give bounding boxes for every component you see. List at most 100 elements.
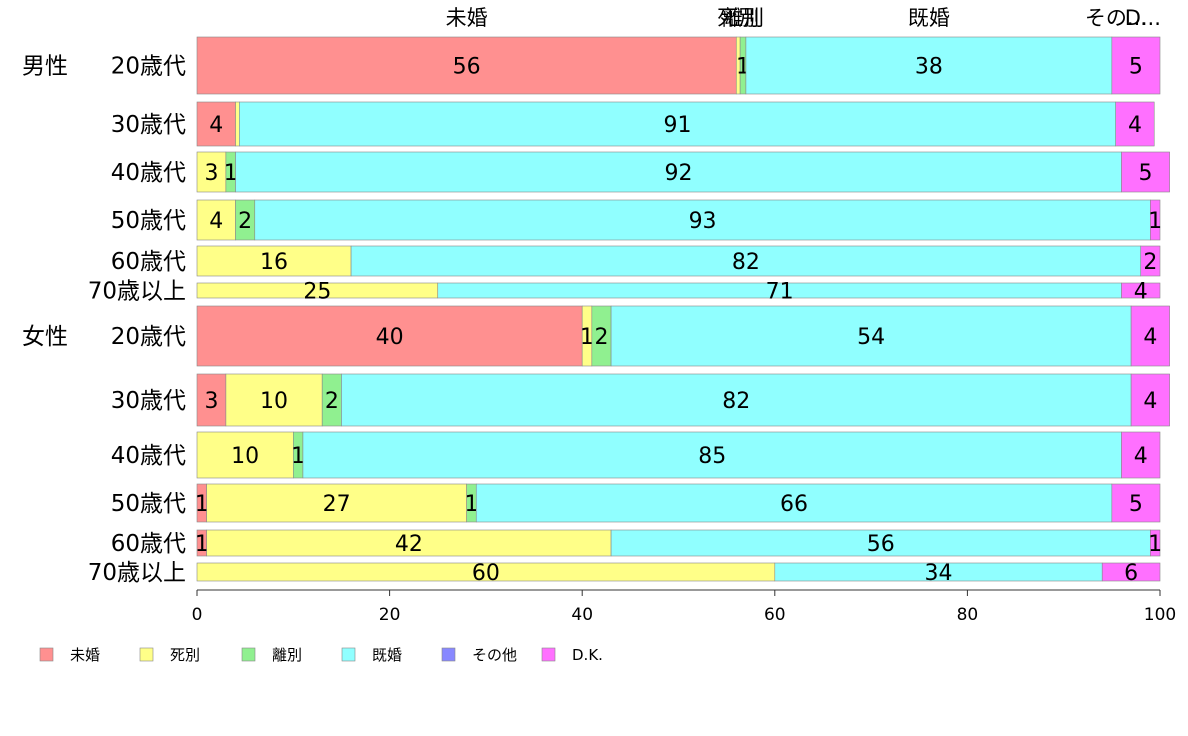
row-label-4: 60歳代 — [111, 249, 186, 275]
group-label-6: 女性 — [22, 324, 68, 350]
data-label-1-3: 91 — [664, 113, 692, 138]
data-label-0-3: 38 — [915, 55, 943, 80]
data-label-9-5: 5 — [1129, 492, 1143, 517]
legend-swatch-3 — [341, 647, 356, 662]
bar-segment-7-1 — [225, 373, 323, 427]
row-label-0: 20歳代 — [111, 54, 186, 80]
row-label-9: 50歳代 — [111, 491, 186, 517]
data-label-11-3: 34 — [925, 561, 953, 586]
data-label-6-5: 4 — [1143, 325, 1157, 350]
top-label-4: その... — [1085, 6, 1147, 30]
legend-label-4: その他 — [472, 646, 517, 664]
data-label-8-2: 1 — [291, 444, 305, 469]
legend-swatch-2 — [241, 647, 256, 662]
data-label-5-5: 4 — [1134, 280, 1148, 305]
data-label-10-0: 1 — [195, 532, 209, 557]
data-label-2-1: 3 — [204, 161, 218, 186]
row-label-7: 30歳代 — [111, 388, 186, 414]
row-label-11: 70歳以上 — [88, 560, 186, 586]
bar-segment-1-5 — [1115, 101, 1155, 147]
bar-segment-7-5 — [1130, 373, 1170, 427]
data-label-5-1: 25 — [303, 280, 331, 305]
bar-segment-3-5 — [1150, 199, 1161, 241]
bar-segment-11-5 — [1101, 562, 1161, 582]
bar-segment-3-3 — [254, 199, 1151, 241]
legend-swatch-0 — [39, 647, 54, 662]
x-tick-label-4: 80 — [957, 605, 979, 625]
legend-label-0: 未婚 — [70, 646, 100, 664]
bar-segment-2-1 — [196, 151, 227, 193]
x-tick-label-3: 60 — [764, 605, 786, 625]
data-label-5-3: 71 — [766, 280, 794, 305]
legend-swatch-1 — [139, 647, 154, 662]
row-label-5: 70歳以上 — [88, 279, 186, 305]
top-label-3: 既婚 — [908, 6, 950, 30]
data-label-1-5: 4 — [1128, 113, 1142, 138]
data-label-11-5: 6 — [1124, 561, 1138, 586]
data-label-3-2: 2 — [238, 209, 252, 234]
data-label-10-3: 56 — [867, 532, 895, 557]
bar-segment-9-3 — [475, 483, 1113, 523]
top-label-1: 死別 — [717, 6, 759, 30]
data-label-4-3: 82 — [732, 250, 760, 275]
bar-segment-4-5 — [1140, 245, 1161, 277]
bar-segment-9-5 — [1111, 483, 1161, 523]
data-label-3-3: 93 — [689, 209, 717, 234]
data-label-2-2: 1 — [224, 161, 238, 186]
data-label-10-5: 1 — [1148, 532, 1162, 557]
row-label-2: 40歳代 — [111, 160, 186, 186]
data-label-2-3: 92 — [665, 161, 693, 186]
x-tick-label-2: 40 — [571, 605, 593, 625]
legend-swatch-5 — [541, 647, 556, 662]
bar-segment-5-5 — [1121, 282, 1161, 299]
data-label-8-3: 85 — [698, 444, 726, 469]
data-label-11-1: 60 — [472, 561, 500, 586]
bar-segment-8-3 — [302, 431, 1122, 479]
data-label-3-1: 4 — [209, 209, 223, 234]
data-label-0-5: 5 — [1129, 55, 1143, 80]
legend-label-5: D.K. — [572, 646, 603, 664]
bar-segment-0-3 — [745, 36, 1113, 95]
top-label-0: 未婚 — [446, 6, 488, 30]
bar-segment-7-3 — [341, 373, 1132, 427]
bar-segment-6-3 — [610, 305, 1132, 367]
bar-segment-8-5 — [1121, 431, 1161, 479]
row-label-10: 60歳代 — [111, 531, 186, 557]
bar-segment-9-1 — [206, 483, 467, 523]
data-label-7-2: 2 — [325, 389, 339, 414]
legend-swatch-4 — [441, 647, 456, 662]
top-label-5: D... — [1125, 6, 1161, 30]
bar-segment-7-0 — [196, 373, 227, 427]
data-label-6-1: 1 — [580, 325, 594, 350]
bar-segment-2-5 — [1121, 151, 1170, 193]
data-label-9-1: 27 — [323, 492, 351, 517]
data-label-3-5: 1 — [1148, 209, 1162, 234]
x-tick-label-1: 20 — [379, 605, 401, 625]
bar-segment-10-5 — [1150, 529, 1161, 557]
bar-segment-1-3 — [239, 101, 1117, 147]
top-label-2: 離別 — [722, 6, 764, 30]
legend-label-2: 離別 — [272, 646, 302, 664]
data-label-9-3: 66 — [780, 492, 808, 517]
data-label-4-5: 2 — [1143, 250, 1157, 275]
data-label-2-5: 5 — [1139, 161, 1153, 186]
data-label-8-1: 10 — [231, 444, 259, 469]
data-label-10-1: 42 — [395, 532, 423, 557]
data-label-6-0: 40 — [376, 325, 404, 350]
data-label-9-2: 1 — [464, 492, 478, 517]
data-label-9-0: 1 — [195, 492, 209, 517]
row-label-6: 20歳代 — [111, 324, 186, 350]
data-label-6-3: 54 — [857, 325, 885, 350]
bar-segment-10-1 — [206, 529, 612, 557]
row-label-8: 40歳代 — [111, 443, 186, 469]
row-label-1: 30歳代 — [111, 112, 186, 138]
data-label-0-0: 56 — [453, 55, 481, 80]
data-label-7-5: 4 — [1143, 389, 1157, 414]
data-label-8-5: 4 — [1134, 444, 1148, 469]
bar-segment-0-0 — [196, 36, 737, 95]
bar-segment-1-1 — [235, 101, 240, 147]
bar-segment-2-3 — [235, 151, 1122, 193]
bar-segment-6-5 — [1130, 305, 1170, 367]
data-label-4-1: 16 — [260, 250, 288, 275]
